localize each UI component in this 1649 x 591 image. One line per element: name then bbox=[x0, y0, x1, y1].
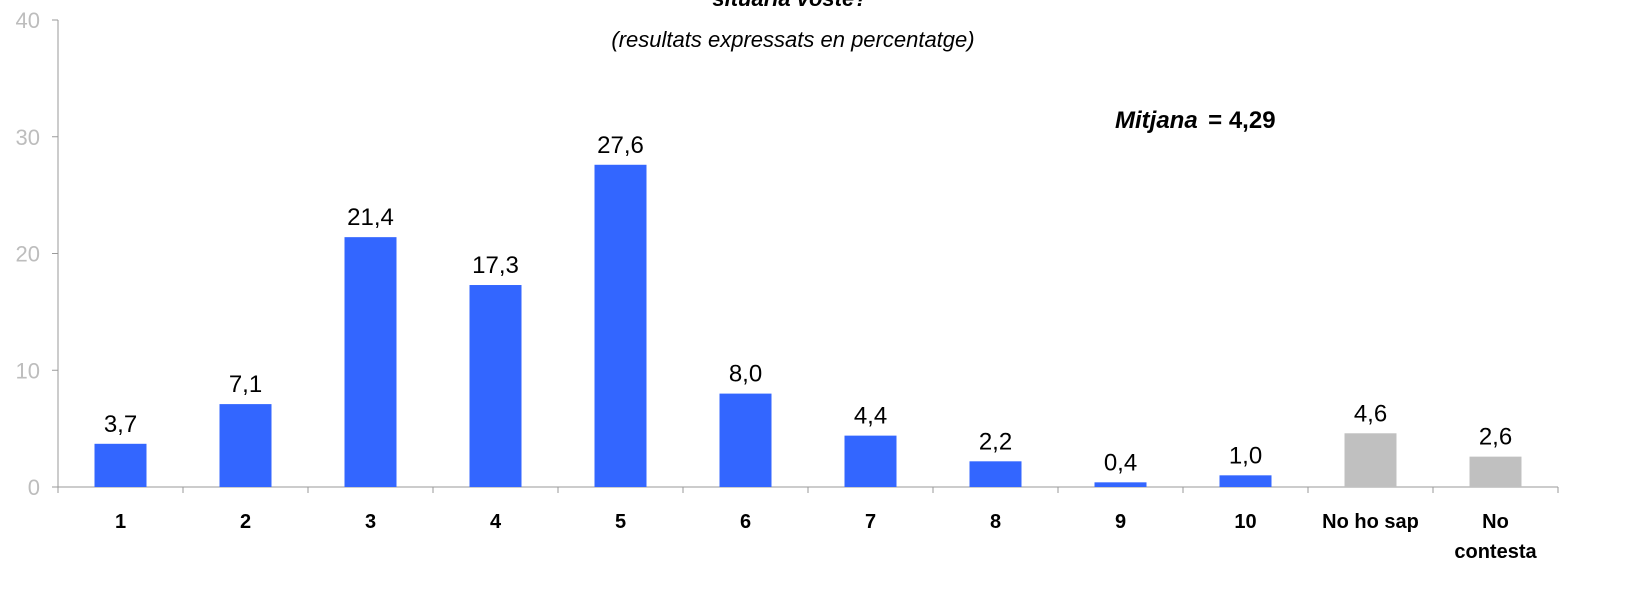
data-label: 3,7 bbox=[104, 411, 137, 438]
data-label: 8,0 bbox=[729, 361, 762, 388]
y-tick-label: 40 bbox=[16, 8, 40, 33]
axes: 0 10 20 30 40 1 2 3 4 5 6 7 8 9 10 No ho sap No contesta bbox=[16, 8, 1559, 563]
x-tick-label: 2 bbox=[240, 511, 251, 533]
x-tick-label: 1 bbox=[115, 511, 126, 533]
data-label: 2,6 bbox=[1479, 424, 1512, 451]
mean-value: = 4,29 bbox=[1208, 107, 1275, 134]
bar bbox=[94, 443, 147, 487]
bar bbox=[219, 404, 272, 487]
x-tick-label: 7 bbox=[865, 511, 876, 533]
data-label: 4,4 bbox=[854, 403, 887, 430]
data-label: 21,4 bbox=[347, 204, 394, 231]
data-label: 0,4 bbox=[1104, 449, 1137, 476]
x-tick-label: 6 bbox=[740, 511, 751, 533]
data-label: 2,2 bbox=[979, 428, 1012, 455]
chart-subtitle: (resultats expressats en percentatge) bbox=[611, 27, 974, 52]
x-tick-label: 9 bbox=[1115, 511, 1126, 533]
bar bbox=[719, 393, 772, 487]
x-tick-label: No contesta bbox=[1454, 511, 1537, 563]
data-label: 27,6 bbox=[597, 132, 644, 159]
x-tick-label: 8 bbox=[990, 511, 1001, 533]
data-label: 1,0 bbox=[1229, 442, 1262, 469]
x-tick-label: 3 bbox=[365, 511, 376, 533]
bar bbox=[1469, 456, 1522, 487]
bars bbox=[94, 164, 1522, 487]
x-tick-label: 5 bbox=[615, 511, 626, 533]
y-tick-label: 10 bbox=[16, 358, 40, 383]
x-tick-label: No ho sap bbox=[1322, 511, 1419, 533]
mean-annotation: Mitjana = 4,29 bbox=[1115, 107, 1276, 134]
y-tick-label: 20 bbox=[16, 242, 40, 267]
bar bbox=[344, 237, 397, 487]
bar bbox=[594, 164, 647, 487]
bar bbox=[1344, 433, 1397, 487]
x-tick-label: 10 bbox=[1234, 511, 1256, 533]
bar bbox=[1219, 475, 1272, 487]
bar bbox=[469, 285, 522, 487]
bar bbox=[969, 461, 1022, 487]
data-label: 17,3 bbox=[472, 252, 519, 279]
mean-label: Mitjana bbox=[1115, 107, 1198, 134]
data-label: 4,6 bbox=[1354, 400, 1387, 427]
x-tick-label: 4 bbox=[490, 511, 502, 533]
y-tick-label: 0 bbox=[28, 475, 40, 500]
bar bbox=[844, 435, 897, 487]
data-label: 7,1 bbox=[229, 371, 262, 398]
chart-title: situaria vostè? bbox=[712, 0, 867, 11]
bar bbox=[1094, 482, 1147, 487]
data-labels: 3,7 7,1 21,4 17,3 27,6 8,0 4,4 2,2 0,4 1,0 4,6 2,6 bbox=[104, 132, 1512, 477]
y-tick-label: 30 bbox=[16, 125, 40, 150]
